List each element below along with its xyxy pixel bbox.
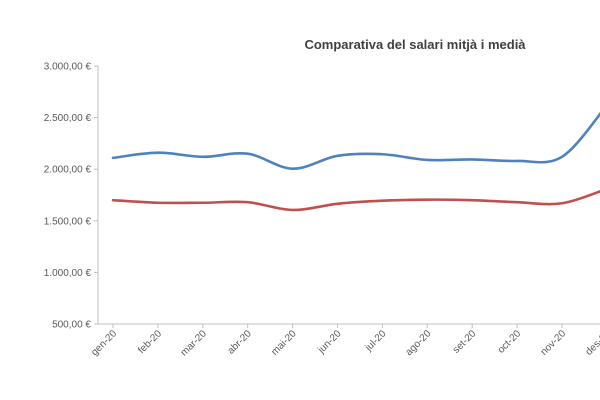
series-line-2 bbox=[111, 189, 600, 212]
y-tick-label: 3.000,00 € bbox=[44, 62, 92, 73]
x-tick-label: mar-20 bbox=[179, 328, 209, 358]
x-tick-label: nov-20 bbox=[539, 328, 569, 358]
y-tick-label: 1.000,00 € bbox=[44, 268, 92, 279]
x-tick-label: set-20 bbox=[451, 328, 479, 356]
x-tick-label: jun-20 bbox=[315, 328, 343, 356]
x-axis-ticks: gen-20 feb-20 mar-20 abr-20 mai-20 jun-20 jul-… bbox=[89, 324, 600, 359]
x-tick-label: jul-20 bbox=[363, 328, 389, 354]
x-tick-label: feb-20 bbox=[136, 328, 164, 356]
chart-title: Comparativa del salari mitjà i medià bbox=[304, 37, 526, 52]
x-tick-label: gen-20 bbox=[89, 328, 119, 358]
y-tick-label: 1.500,00 € bbox=[44, 216, 92, 227]
series-line-1 bbox=[111, 111, 600, 170]
x-tick-label: ago-20 bbox=[404, 328, 434, 358]
y-axis-ticks: 3.000,00 € 2.500,00 € 2.000,00 € 1.500,00 €… bbox=[44, 62, 98, 331]
series-lines bbox=[111, 111, 600, 212]
y-tick-label: 2.000,00 € bbox=[44, 165, 92, 176]
x-tick-label: des-20 bbox=[584, 328, 600, 358]
y-tick-label: 2.500,00 € bbox=[44, 113, 92, 124]
y-tick-label: 500,00 € bbox=[52, 320, 91, 331]
x-tick-label: mai-20 bbox=[269, 328, 299, 358]
x-tick-label: abr-20 bbox=[226, 328, 255, 357]
x-tick-label: oct-20 bbox=[496, 328, 524, 356]
